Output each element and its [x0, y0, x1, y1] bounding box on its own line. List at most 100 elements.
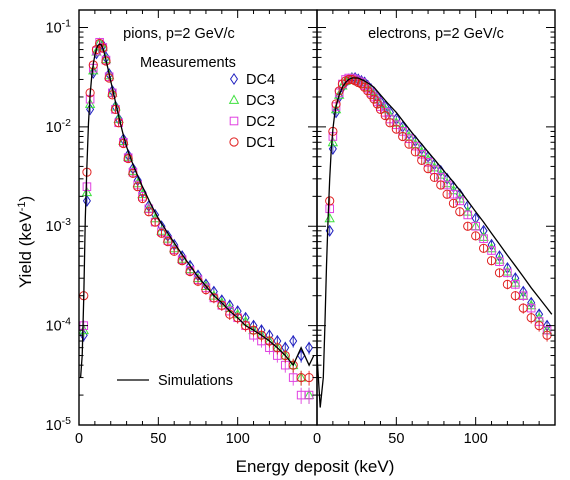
left-dc1-point	[150, 217, 160, 227]
right-dc1-point	[429, 172, 440, 183]
right-dc1-point	[471, 231, 481, 241]
right-x-tick-label: 100	[464, 431, 488, 447]
right-dc1-point	[494, 268, 505, 278]
right-dc1-point	[463, 221, 473, 231]
right-dc1-point	[455, 207, 465, 217]
right-dc1-point	[534, 321, 544, 331]
left-simulation-line	[79, 43, 315, 378]
right-data-layer	[316, 72, 553, 408]
left-dc1-point	[156, 228, 167, 238]
left-y-tick-label: 10-5	[46, 415, 72, 434]
left-y-tick-label: 10-1	[46, 17, 72, 36]
right-dc1-point	[385, 118, 395, 128]
right-dc2-point	[463, 210, 473, 220]
right-dc1-point	[375, 104, 386, 114]
right-dc2-point	[449, 189, 458, 199]
left-dc1-point	[288, 360, 298, 370]
left-dc1-point	[91, 44, 102, 55]
left-x-tick-label: 100	[226, 431, 250, 447]
panel-pions: 0 50 100 10-5 10-4 10-3 10-2 10-1 pions, p=2 Ge…	[46, 9, 318, 447]
left-y-tick-label: 10-4	[46, 316, 72, 335]
left-x-tick-label: 0	[75, 431, 83, 447]
right-dc1-point	[369, 94, 379, 104]
left-dc3-point	[81, 186, 93, 197]
left-x-tick-label: 50	[150, 431, 166, 447]
right-dc1-point	[344, 74, 354, 85]
right-x-tick-label: 0	[313, 431, 321, 447]
left-dc4-point	[82, 194, 91, 207]
right-dc1-point	[404, 139, 414, 149]
right-dc1-point	[442, 189, 452, 199]
left-dc3-point	[88, 64, 99, 75]
left-dc1-point	[233, 313, 243, 323]
left-dc4-point	[305, 341, 314, 354]
legend-label-dc2: DC2	[246, 114, 275, 130]
right-dc1-point	[398, 131, 408, 142]
left-dc1-point	[118, 138, 129, 149]
legend-marker-dc4	[229, 72, 239, 86]
right-dc1-point	[479, 243, 489, 253]
right-dc2-point	[442, 180, 452, 190]
left-y-tick-label: 10-2	[46, 117, 72, 136]
left-dc1-point	[95, 38, 105, 49]
left-dc1-point	[98, 43, 108, 53]
left-data-layer	[78, 37, 315, 404]
left-dc4-point	[289, 334, 298, 348]
right-dc1-point	[380, 110, 390, 121]
left-dc1-point	[272, 343, 282, 353]
left-dc1-point	[209, 293, 219, 303]
legend: Measurements DC4 DC3 DC2 DC1 Simulations	[117, 55, 275, 389]
right-dc2-point	[487, 246, 496, 255]
right-dc1-point	[526, 313, 536, 323]
left-dc1-point	[264, 336, 274, 346]
right-dc1-point	[423, 164, 433, 174]
left-dc1-point	[137, 193, 148, 204]
left-dc1-point	[280, 350, 290, 361]
panel-title-electrons: electrons, p=2 GeV/c	[368, 26, 504, 42]
left-dc1-point	[110, 104, 121, 114]
right-dc1-point	[325, 196, 335, 206]
left-dc1-point	[217, 300, 227, 310]
legend-label-dc3: DC3	[246, 93, 275, 109]
left-dc1-point	[169, 246, 179, 256]
right-dc1-point	[502, 279, 512, 289]
right-dc1-point	[417, 155, 427, 165]
right-dc1-point	[486, 256, 497, 266]
right-plot-frame	[316, 9, 556, 426]
left-dc1-point	[256, 330, 267, 340]
legend-marker-dc2	[229, 116, 239, 126]
right-dc1-point	[410, 147, 420, 157]
right-dc3-point	[327, 136, 339, 147]
panel-electrons: 0 50 100 electrons, p=2 GeV/c	[313, 9, 556, 447]
right-dc1-point	[436, 180, 446, 190]
legend-marker-dc3	[228, 94, 240, 104]
right-dc1-point	[518, 303, 528, 313]
left-axes: 0 50 100 10-5 10-4 10-3 10-2 10-1	[46, 9, 318, 447]
legend-marker-dc1	[229, 137, 239, 147]
legend-simulation-label: Simulations	[158, 373, 233, 389]
left-dc1-point	[123, 153, 133, 164]
left-y-tick-label: 10-3	[46, 216, 72, 235]
x-axis-label: Energy deposit (keV)	[236, 457, 395, 476]
right-axes: 0 50 100	[313, 9, 556, 447]
left-dc1-point	[101, 56, 111, 66]
legend-items: DC4 DC3 DC2 DC1	[228, 72, 275, 151]
right-dc3-point	[330, 103, 342, 114]
right-x-tick-label: 50	[388, 431, 404, 447]
panel-title-pions: pions, p=2 GeV/c	[123, 26, 235, 42]
left-dc1-point	[163, 237, 173, 247]
left-dc4-point	[89, 66, 98, 79]
left-dc1-point	[144, 207, 154, 217]
y-axis-label: Yield (keV-1)	[16, 196, 35, 288]
legend-title: Measurements	[140, 55, 236, 71]
right-dc1-point	[510, 291, 520, 301]
right-simulation-line	[316, 77, 553, 408]
right-dc1-point	[372, 99, 382, 109]
right-dc1-point	[448, 198, 459, 208]
right-dc2-point	[479, 234, 488, 243]
left-dc1-point	[248, 325, 259, 335]
right-dc2-point	[455, 196, 465, 206]
left-dc1-point	[241, 321, 251, 331]
legend-label-dc1: DC1	[246, 135, 275, 151]
